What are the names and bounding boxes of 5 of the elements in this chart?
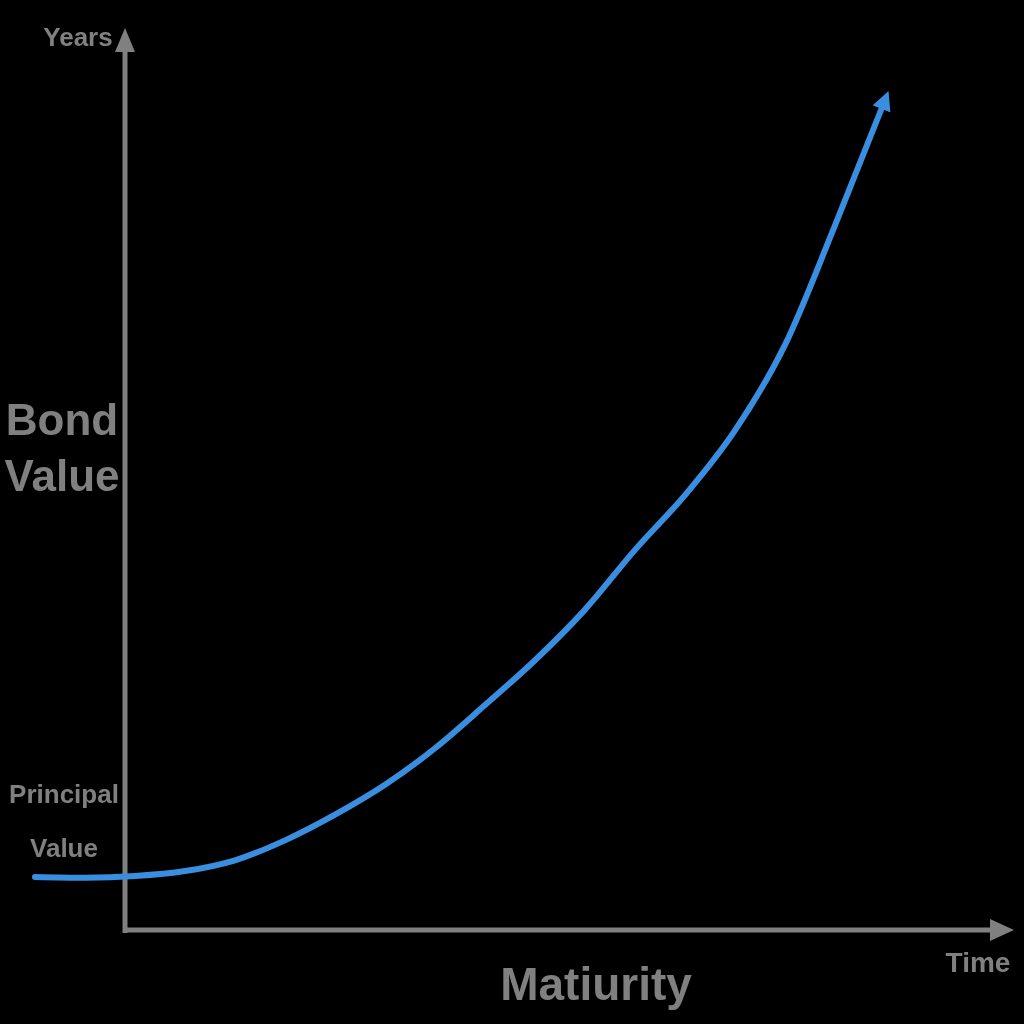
text: Years [43,22,113,52]
x-axis-title: Matiurity [500,958,693,1010]
text: Time [945,947,1011,978]
y-axis-title: Bond Value [4,395,120,500]
annotation: Principal Value [9,779,119,863]
